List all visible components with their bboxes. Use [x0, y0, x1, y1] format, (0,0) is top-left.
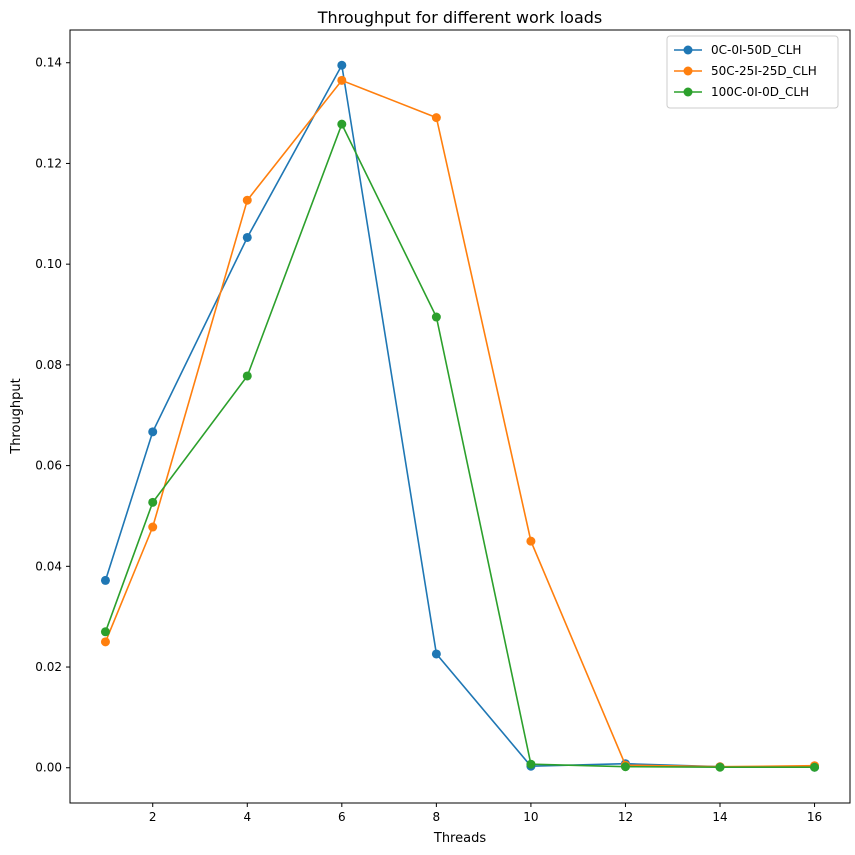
- x-tick-label: 10: [523, 810, 538, 824]
- data-point: [526, 536, 536, 546]
- series-2: [100, 119, 820, 772]
- x-tick-label: 4: [243, 810, 251, 824]
- data-point: [337, 60, 347, 70]
- series-0: [100, 60, 820, 772]
- legend-label: 100C-0I-0D_CLH: [711, 85, 809, 99]
- data-point: [431, 113, 441, 123]
- data-point: [148, 497, 158, 507]
- x-tick-label: 2: [149, 810, 157, 824]
- legend-swatch-marker: [683, 66, 693, 76]
- y-tick-label: 0.08: [35, 358, 62, 372]
- series-line: [104, 62, 815, 769]
- plot-area: [69, 29, 851, 804]
- legend-label: 50C-25I-25D_CLH: [711, 64, 817, 78]
- data-point: [242, 232, 252, 242]
- series-layer: [100, 60, 820, 772]
- legend-box: [666, 35, 839, 109]
- y-tick-label: 0.14: [35, 56, 62, 70]
- data-point: [337, 75, 347, 85]
- legend-entry: 50C-25I-25D_CLH: [674, 64, 817, 78]
- data-point: [100, 637, 110, 647]
- chart-title: Throughput for different work loads: [317, 8, 602, 27]
- y-tick-label: 0.12: [35, 156, 62, 170]
- data-point: [715, 762, 725, 772]
- data-point: [242, 195, 252, 205]
- legend-entry: 100C-0I-0D_CLH: [674, 85, 809, 99]
- x-tick-label: 12: [618, 810, 633, 824]
- legend-label: 0C-0I-50D_CLH: [711, 43, 801, 57]
- x-axis: 2 4 6 8 10 12 14 16: [149, 803, 822, 824]
- data-point: [100, 575, 110, 585]
- data-point: [620, 762, 630, 772]
- data-point: [148, 522, 158, 532]
- x-tick-label: 14: [712, 810, 727, 824]
- y-tick-label: 0.02: [35, 660, 62, 674]
- data-point: [337, 119, 347, 129]
- y-axis: 0.00 0.02 0.04 0.06 0.08 0.10 0.12 0.14: [35, 56, 70, 775]
- series-1: [100, 75, 820, 772]
- data-point: [242, 371, 252, 381]
- y-axis-label: Throughput: [9, 378, 24, 455]
- data-point: [431, 649, 441, 659]
- y-tick-label: 0.00: [35, 761, 62, 775]
- data-point: [431, 312, 441, 322]
- x-tick-label: 8: [433, 810, 441, 824]
- legend: 0C-0I-50D_CLH 50C-25I-25D_CLH 100C-0I-0D_C…: [666, 35, 839, 109]
- y-tick-label: 0.10: [35, 257, 62, 271]
- y-tick-label: 0.06: [35, 459, 62, 473]
- data-point: [526, 759, 536, 769]
- data-point: [810, 762, 820, 772]
- x-axis-label: Threads: [433, 831, 486, 846]
- x-tick-label: 16: [807, 810, 822, 824]
- legend-swatch-marker: [683, 45, 693, 55]
- y-tick-label: 0.04: [35, 559, 62, 573]
- data-point: [148, 427, 158, 437]
- legend-entry: 0C-0I-50D_CLH: [674, 43, 801, 57]
- x-tick-label: 6: [338, 810, 346, 824]
- legend-swatch-marker: [683, 87, 693, 97]
- plot-frame: [69, 29, 851, 804]
- data-point: [100, 627, 110, 637]
